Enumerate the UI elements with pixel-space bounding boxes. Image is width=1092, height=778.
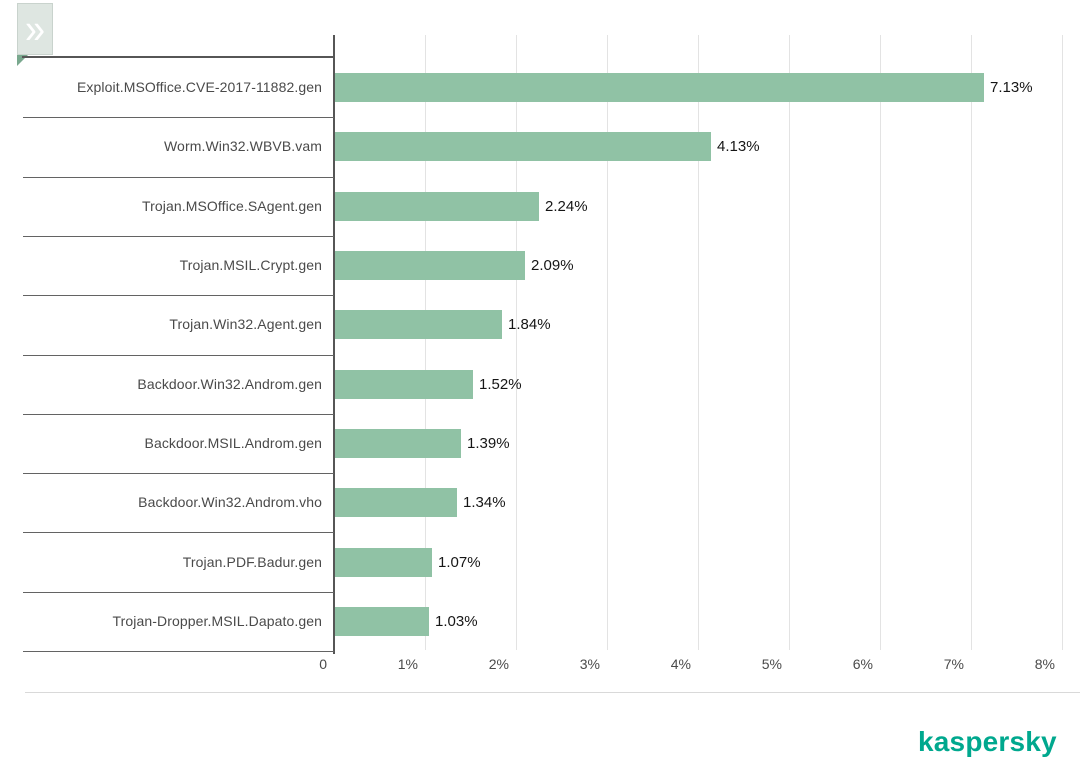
bar [335, 488, 457, 518]
bar-value-label: 1.34% [463, 494, 506, 512]
bar [335, 191, 539, 221]
bar-value-label: 7.13% [990, 79, 1033, 97]
x-tick-label: 1% [397, 656, 418, 672]
category-label: Backdoor.MSIL.Androm.gen [144, 434, 322, 451]
footer-divider [25, 692, 1080, 693]
kaspersky-logo: kaspersky [918, 726, 1057, 757]
gridline [880, 35, 881, 650]
row-separator [23, 591, 334, 593]
gridline [1062, 35, 1063, 650]
row-separator [23, 651, 334, 652]
row-separator [23, 235, 334, 237]
row-separator [23, 473, 334, 475]
gridline [607, 35, 608, 650]
gridline [971, 35, 972, 650]
bar-value-label: 2.09% [531, 257, 574, 275]
row-separator [23, 413, 334, 415]
bar [335, 369, 473, 399]
row-separator [23, 295, 334, 297]
category-label: Backdoor.Win32.Androm.vho [138, 494, 322, 511]
row-separator [23, 532, 334, 534]
gridline [425, 35, 426, 650]
label-column-top-rule [22, 56, 334, 58]
category-label: Trojan.MSIL.Crypt.gen [179, 257, 322, 274]
category-label: Trojan-Dropper.MSIL.Dapato.gen [112, 612, 322, 629]
category-label: Backdoor.Win32.Androm.gen [137, 375, 322, 392]
bar-value-label: 1.52% [479, 375, 522, 393]
bar-value-label: 1.39% [467, 434, 510, 452]
bar [335, 606, 429, 636]
expand-panel-button[interactable]: » [17, 3, 53, 55]
gridline [516, 35, 517, 650]
gridline [698, 35, 699, 650]
category-label: Exploit.MSOffice.CVE-2017-11882.gen [76, 79, 322, 96]
category-label: Trojan.MSOffice.SAgent.gen [141, 197, 322, 214]
gridline [789, 35, 790, 650]
category-label: Trojan.Win32.Agent.gen [169, 316, 322, 333]
bar [335, 547, 432, 577]
row-separator [23, 176, 334, 178]
x-tick-label: 5% [761, 656, 782, 672]
x-tick-label: 0 [319, 656, 327, 672]
row-separator [23, 117, 334, 119]
category-label: Trojan.PDF.Badur.gen [182, 553, 322, 570]
x-tick-label: 2% [488, 656, 509, 672]
bar [335, 132, 711, 162]
bar [335, 310, 502, 340]
bar-value-label: 4.13% [717, 138, 760, 156]
y-axis-line [333, 35, 335, 654]
row-separator [23, 354, 334, 356]
category-label: Worm.Win32.WBVB.vam [164, 138, 322, 155]
x-tick-label: 4% [670, 656, 691, 672]
bar-value-label: 1.03% [435, 612, 478, 630]
chevrons-right-icon: » [24, 4, 46, 52]
bar [335, 428, 461, 458]
x-tick-label: 7% [943, 656, 964, 672]
x-tick-label: 6% [852, 656, 873, 672]
bar-value-label: 1.07% [438, 553, 481, 571]
bar-value-label: 1.84% [508, 316, 551, 334]
bar [335, 251, 525, 281]
x-tick-label: 8% [1034, 656, 1055, 672]
x-tick-label: 3% [579, 656, 600, 672]
bar [335, 73, 984, 103]
bar-value-label: 2.24% [545, 197, 588, 215]
